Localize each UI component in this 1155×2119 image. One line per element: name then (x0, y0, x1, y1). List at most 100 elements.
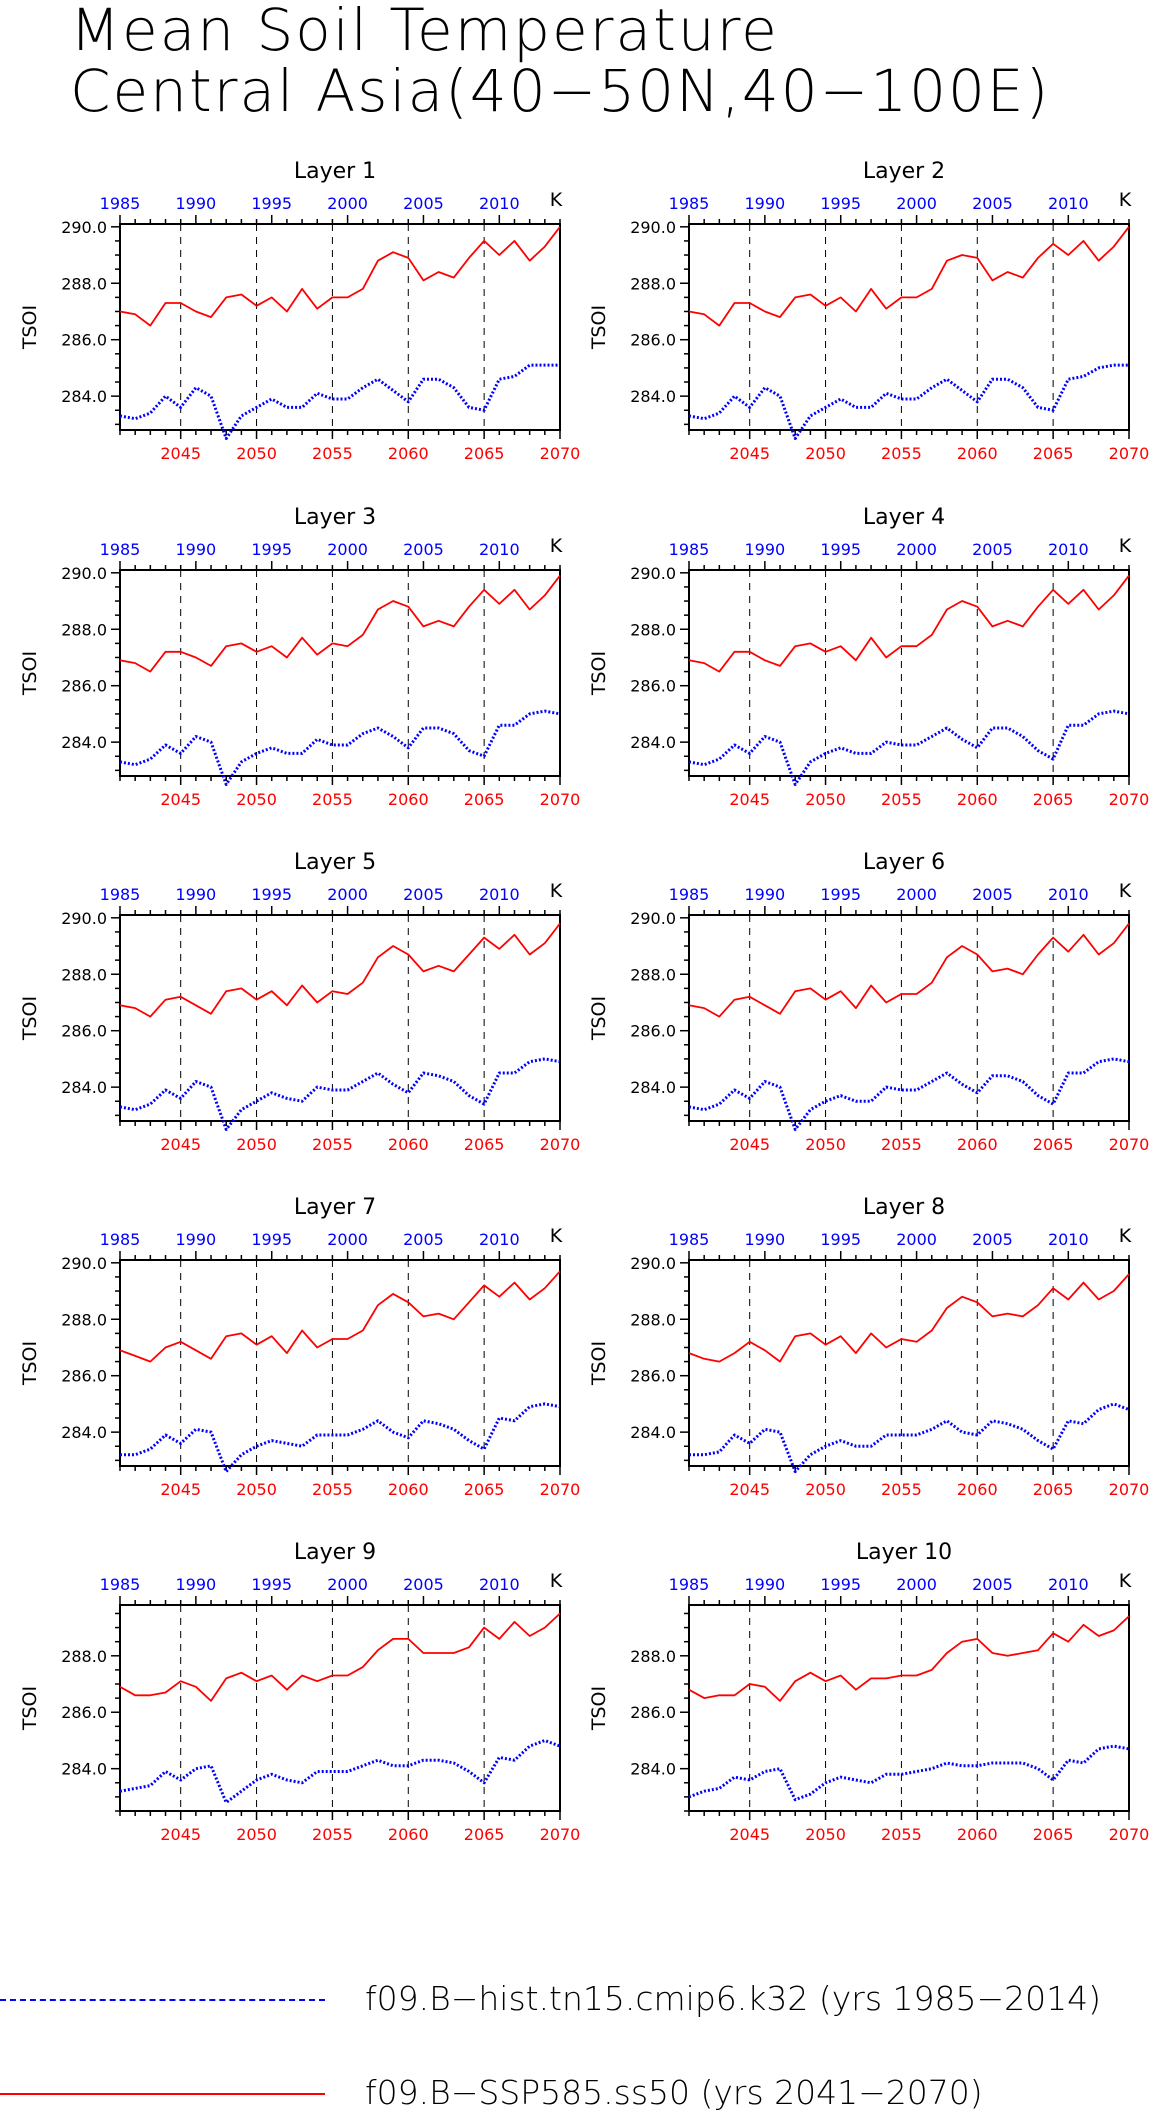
top-tick-label: 1990 (745, 1230, 786, 1249)
panel-title: Layer 7 (294, 1195, 376, 1220)
top-tick-label: 1985 (669, 1230, 710, 1249)
chart-panel-7: Layer 7 K TSOI 290.0 288.0 286.0 284.0 2045 2050… (19, 1195, 580, 1499)
historical-series-line (119, 709, 561, 786)
panel-title: Layer 3 (294, 505, 376, 530)
bottom-tick-label: 2060 (388, 1825, 429, 1844)
y-tick-label: 288.0 (61, 620, 107, 639)
top-tick-label: 1985 (669, 194, 710, 213)
bottom-tick-label: 2045 (729, 790, 770, 809)
top-tick-label: 2000 (896, 885, 937, 904)
bottom-tick-label: 2055 (312, 1825, 353, 1844)
top-tick-label: 1995 (251, 194, 292, 213)
bottom-tick-label: 2055 (312, 790, 353, 809)
units-label: K (1119, 880, 1132, 902)
bottom-tick-label: 2070 (540, 1135, 581, 1154)
top-tick-label: 1995 (820, 194, 861, 213)
bottom-tick-label: 2070 (1109, 1825, 1150, 1844)
bottom-tick-label: 2050 (236, 1480, 277, 1499)
top-tick-label: 1990 (745, 194, 786, 213)
plot-frame (688, 569, 1130, 777)
y-tick-label: 286.0 (61, 1703, 107, 1722)
units-label: K (550, 189, 563, 211)
chart-panel-5: Layer 5 K TSOI 290.0 288.0 286.0 284.0 2045 2050… (19, 850, 580, 1154)
bottom-tick-label: 2045 (729, 444, 770, 463)
top-tick-label: 2010 (1048, 194, 1089, 213)
bottom-tick-label: 2060 (388, 790, 429, 809)
top-tick-label: 1990 (176, 540, 217, 559)
panel-title: Layer 9 (294, 1540, 376, 1565)
future-series-line (688, 1615, 1130, 1702)
top-tick-label: 1985 (100, 885, 141, 904)
top-tick-label: 2010 (1048, 885, 1089, 904)
future-series-line (119, 575, 561, 673)
top-tick-label: 2005 (403, 885, 444, 904)
top-tick-label: 2005 (972, 885, 1013, 904)
top-tick-label: 2000 (896, 194, 937, 213)
y-tick-label: 284.0 (61, 387, 107, 406)
top-tick-label: 2005 (972, 194, 1013, 213)
future-series-line (119, 1270, 561, 1363)
bottom-tick-label: 2065 (464, 1825, 505, 1844)
top-tick-label: 1995 (820, 1230, 861, 1249)
y-tick-label: 286.0 (61, 331, 107, 350)
bottom-tick-label: 2060 (388, 1480, 429, 1499)
top-tick-label: 1985 (100, 540, 141, 559)
top-tick-label: 1995 (820, 540, 861, 559)
plot-frame (119, 569, 561, 777)
plot-frame (688, 223, 1130, 431)
top-tick-label: 2005 (403, 1230, 444, 1249)
y-tick-label: 288.0 (61, 1310, 107, 1329)
y-tick-label: 284.0 (630, 1760, 676, 1779)
y-tick-label: 286.0 (61, 677, 107, 696)
units-label: K (550, 1570, 563, 1592)
y-tick-label: 290.0 (61, 909, 107, 928)
bottom-tick-label: 2055 (312, 1480, 353, 1499)
y-axis-label: TSOI (19, 1341, 41, 1386)
top-tick-label: 2010 (1048, 540, 1089, 559)
bottom-tick-label: 2065 (1033, 1480, 1074, 1499)
y-tick-label: 284.0 (630, 733, 676, 752)
bottom-tick-label: 2050 (805, 790, 846, 809)
top-tick-label: 1990 (745, 540, 786, 559)
bottom-tick-label: 2055 (881, 1480, 922, 1499)
plot-frame (688, 1604, 1130, 1812)
y-axis-label: TSOI (588, 305, 610, 350)
plot-frame (119, 223, 561, 431)
y-tick-label: 290.0 (630, 909, 676, 928)
legend-label-future: f09.B−SSP585.ss50 (yrs 2041−2070) (365, 2073, 983, 2112)
legend-entry-future: f09.B−SSP585.ss50 (yrs 2041−2070) (0, 2073, 1155, 2113)
y-tick-label: 284.0 (61, 1078, 107, 1097)
y-tick-label: 286.0 (61, 1022, 107, 1041)
bottom-tick-label: 2065 (464, 790, 505, 809)
bottom-tick-label: 2055 (881, 1135, 922, 1154)
future-series-line (688, 226, 1130, 327)
units-label: K (550, 1225, 563, 1247)
title-line-2: Central Asia(40−50N,40−100E) (70, 57, 1051, 125)
bottom-tick-label: 2065 (464, 1135, 505, 1154)
historical-series-line (689, 1402, 1130, 1474)
top-tick-label: 1985 (669, 885, 710, 904)
y-tick-label: 290.0 (630, 564, 676, 583)
plot-frame (119, 1604, 561, 1812)
historical-series-line (119, 1739, 561, 1804)
y-tick-label: 284.0 (61, 733, 107, 752)
bottom-tick-label: 2055 (881, 790, 922, 809)
bottom-tick-label: 2070 (1109, 1135, 1150, 1154)
top-tick-label: 1995 (251, 1230, 292, 1249)
y-tick-label: 286.0 (630, 1022, 676, 1041)
top-tick-label: 2000 (327, 540, 368, 559)
plot-frame (688, 1259, 1130, 1467)
panel-title: Layer 6 (863, 850, 945, 875)
bottom-tick-label: 2070 (540, 790, 581, 809)
y-tick-label: 284.0 (630, 387, 676, 406)
top-tick-label: 2010 (479, 885, 520, 904)
top-tick-label: 1985 (100, 1230, 141, 1249)
top-tick-label: 2010 (479, 1575, 520, 1594)
bottom-tick-label: 2065 (1033, 1135, 1074, 1154)
y-tick-label: 286.0 (630, 677, 676, 696)
y-axis-label: TSOI (19, 305, 41, 350)
y-axis-label: TSOI (588, 1341, 610, 1386)
bottom-tick-label: 2055 (312, 1135, 353, 1154)
bottom-tick-label: 2045 (160, 1825, 201, 1844)
bottom-tick-label: 2070 (1109, 1480, 1150, 1499)
